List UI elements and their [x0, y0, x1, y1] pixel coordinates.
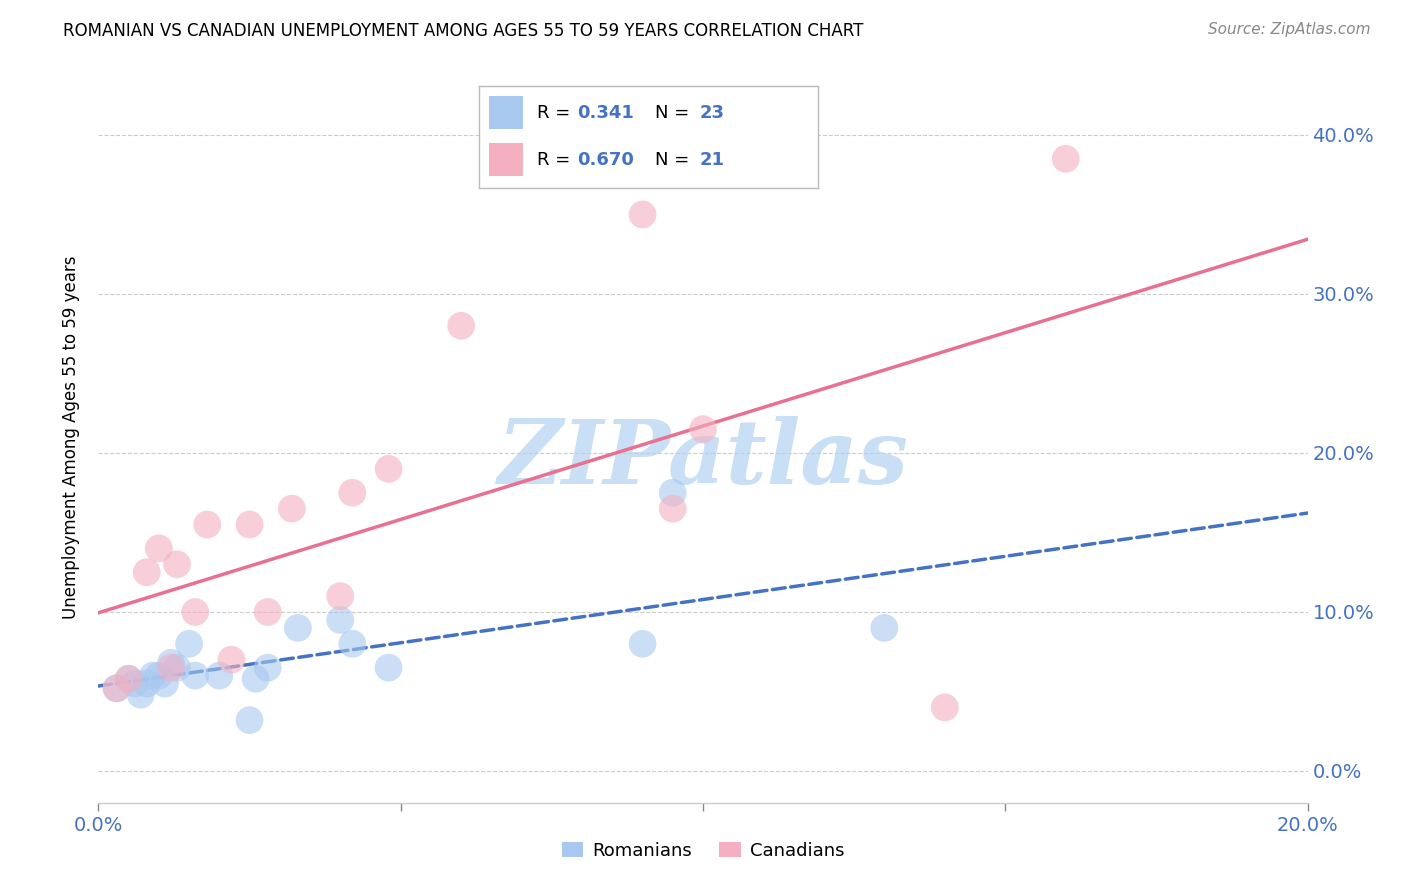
- Point: [934, 700, 956, 714]
- Point: [195, 517, 218, 532]
- Point: [148, 541, 170, 556]
- Point: [184, 668, 207, 682]
- Point: [166, 558, 188, 572]
- Point: [329, 589, 352, 603]
- Point: [342, 637, 364, 651]
- Point: [208, 668, 231, 682]
- Point: [135, 676, 157, 690]
- Point: [142, 668, 165, 682]
- Point: [179, 637, 201, 651]
- Text: Source: ZipAtlas.com: Source: ZipAtlas.com: [1208, 22, 1371, 37]
- Point: [245, 672, 267, 686]
- Text: ROMANIAN VS CANADIAN UNEMPLOYMENT AMONG AGES 55 TO 59 YEARS CORRELATION CHART: ROMANIAN VS CANADIAN UNEMPLOYMENT AMONG …: [63, 22, 863, 40]
- Point: [342, 485, 364, 500]
- Point: [692, 422, 714, 436]
- Point: [1054, 152, 1077, 166]
- Point: [239, 517, 262, 532]
- Point: [329, 613, 352, 627]
- Text: ZIPatlas: ZIPatlas: [498, 416, 908, 502]
- Point: [377, 660, 399, 674]
- Point: [873, 621, 896, 635]
- Point: [631, 207, 654, 221]
- Point: [160, 656, 183, 670]
- Point: [450, 318, 472, 333]
- Point: [256, 660, 278, 674]
- Point: [118, 672, 141, 686]
- Point: [184, 605, 207, 619]
- Legend: Romanians, Canadians: Romanians, Canadians: [554, 835, 852, 867]
- Point: [148, 668, 170, 682]
- Y-axis label: Unemployment Among Ages 55 to 59 years: Unemployment Among Ages 55 to 59 years: [62, 255, 80, 619]
- Point: [153, 676, 176, 690]
- Point: [221, 653, 243, 667]
- Point: [377, 462, 399, 476]
- Point: [129, 688, 152, 702]
- Point: [287, 621, 309, 635]
- Point: [239, 713, 262, 727]
- Point: [135, 566, 157, 580]
- Point: [160, 660, 183, 674]
- Point: [105, 681, 128, 696]
- Point: [166, 660, 188, 674]
- Point: [661, 501, 683, 516]
- Point: [256, 605, 278, 619]
- Point: [105, 681, 128, 696]
- Point: [661, 485, 683, 500]
- Point: [118, 672, 141, 686]
- Point: [124, 676, 146, 690]
- Point: [281, 501, 304, 516]
- Point: [631, 637, 654, 651]
